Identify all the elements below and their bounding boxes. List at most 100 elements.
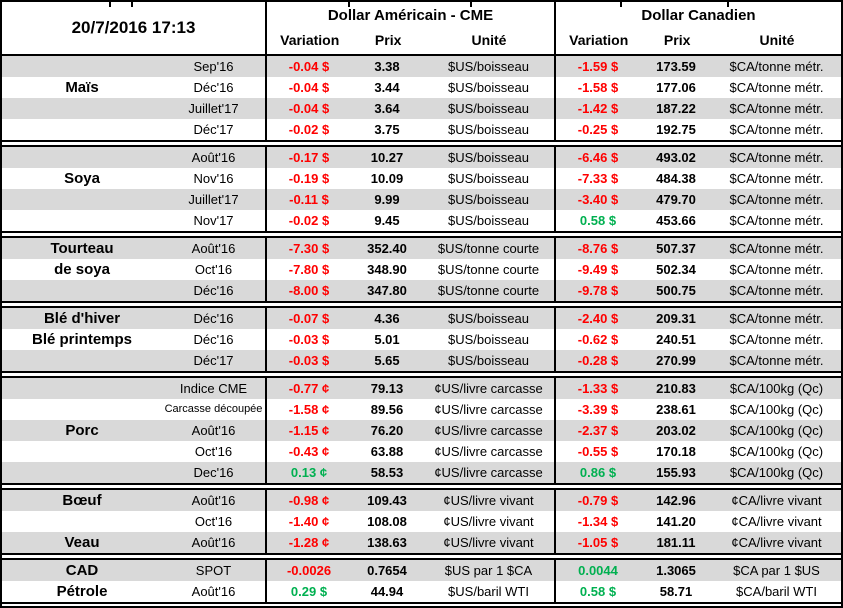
- ca-dollar-section-header: Dollar Canadien Variation Prix Unité: [554, 2, 841, 54]
- contract-month: Août'16: [191, 493, 236, 508]
- ca-price: 1.3065: [656, 563, 696, 578]
- ca-price: 187.22: [656, 101, 696, 116]
- contract-month: Déc'17: [193, 122, 234, 137]
- contract-month: Juillet'17: [188, 101, 239, 116]
- us-unit: $US par 1 $CA: [444, 563, 533, 578]
- us-variation: 0.29 $: [265, 581, 351, 602]
- table-row: Porc Août'16 -1.15 ¢ 76.20 ¢US/livre carcass…: [2, 420, 841, 441]
- ca-price: 238.61: [656, 402, 696, 417]
- ca-unit: $CA/baril WTI: [736, 584, 817, 599]
- table-row: Blé printemps Déc'16 -0.03 $ 5.01 $US/boisse…: [2, 329, 841, 350]
- commodity-group: Indice CME -0.77 ¢ 79.13 ¢US/livre carcasse…: [2, 376, 841, 485]
- us-unit: ¢US/livre vivant: [443, 514, 534, 529]
- ca-unit: $CA/tonne métr.: [729, 241, 824, 256]
- us-price: 63.88: [370, 444, 404, 459]
- commodity-label: [2, 350, 162, 371]
- us-unit: ¢US/livre carcasse: [434, 444, 543, 459]
- us-variation: -0.02 $: [265, 119, 351, 140]
- ca-price: 500.75: [656, 283, 696, 298]
- us-section-title: Dollar Américain - CME: [327, 7, 494, 24]
- ca-unit: $CA/tonne métr.: [729, 311, 824, 326]
- us-price: 44.94: [370, 584, 404, 599]
- us-price: 3.75: [374, 122, 400, 137]
- us-price: 109.43: [367, 493, 407, 508]
- ca-price: 507.37: [656, 241, 696, 256]
- table-row: CAD SPOT -0.0026 0.7654 $US par 1 $CA 0.0044 1…: [2, 560, 841, 581]
- contract-month: Nov'16: [193, 171, 234, 186]
- us-variation: 0.13 ¢: [265, 462, 351, 483]
- ca-variation: -1.42 $: [554, 98, 640, 119]
- contract-month: Août'16: [191, 423, 236, 438]
- contract-month: Déc'17: [193, 353, 234, 368]
- ca-variation: -8.76 $: [554, 238, 640, 259]
- ca-unit: $CA/100kg (Qc): [729, 402, 824, 417]
- ca-variation: -2.40 $: [554, 308, 640, 329]
- us-dollar-section-header: Dollar Américain - CME Variation Prix Un…: [265, 2, 554, 54]
- contract-month: Août'16: [191, 584, 236, 599]
- us-variation: -0.04 $: [265, 77, 351, 98]
- us-unit: ¢US/livre carcasse: [434, 381, 543, 396]
- ca-price: 270.99: [656, 353, 696, 368]
- contract-month: Déc'16: [193, 311, 234, 326]
- contract-month: Dec'16: [193, 465, 234, 480]
- us-variation: -0.98 ¢: [265, 490, 351, 511]
- us-price: 352.40: [367, 241, 407, 256]
- commodity-label: [2, 98, 162, 119]
- us-unit: $US/boisseau: [448, 213, 529, 228]
- ca-price: 502.34: [656, 262, 696, 277]
- ca-price: 181.11: [656, 535, 696, 550]
- ca-column-headers: Variation Prix Unité: [556, 28, 841, 54]
- commodity-label: Pétrole: [56, 583, 108, 600]
- us-unit: $US/tonne courte: [437, 241, 540, 256]
- us-unit: $US/boisseau: [448, 150, 529, 165]
- us-unit: ¢US/livre carcasse: [434, 465, 543, 480]
- commodity-group: Sep'16 -0.04 $ 3.38 $US/boisseau -1.59 $ 173.…: [2, 54, 841, 142]
- commodity-label: Veau: [64, 534, 100, 551]
- table-row: Dec'16 0.13 ¢ 58.53 ¢US/livre carcasse 0.86 …: [2, 462, 841, 483]
- us-prix-header: Prix: [374, 32, 402, 48]
- ca-variation: -0.55 $: [554, 441, 640, 462]
- commodity-label: Porc: [65, 422, 99, 439]
- contract-month: Déc'16: [193, 80, 234, 95]
- us-price: 89.56: [370, 402, 404, 417]
- commodity-label: [2, 56, 162, 77]
- column-tick: [470, 2, 472, 7]
- commodity-group: Bœuf Août'16 -0.98 ¢ 109.43 ¢US/livre vivant…: [2, 488, 841, 555]
- ca-unit: ¢CA/livre vivant: [731, 514, 822, 529]
- us-price: 4.36: [374, 311, 400, 326]
- us-unit: ¢US/livre vivant: [443, 493, 534, 508]
- table-row: Sep'16 -0.04 $ 3.38 $US/boisseau -1.59 $ 173.…: [2, 56, 841, 77]
- commodity-label: [2, 511, 162, 532]
- table-row: Tourteau Août'16 -7.30 $ 352.40 $US/tonne co…: [2, 238, 841, 259]
- table-row: Juillet'17 -0.11 $ 9.99 $US/boisseau -3.40 $…: [2, 189, 841, 210]
- us-variation: -1.58 ¢: [265, 399, 351, 420]
- ca-price: 192.75: [656, 122, 696, 137]
- ca-variation: -1.33 $: [554, 378, 640, 399]
- ca-unit: $CA/100kg (Qc): [729, 423, 824, 438]
- contract-month: Déc'16: [193, 332, 234, 347]
- ca-price: 58.71: [659, 584, 693, 599]
- ca-price: 170.18: [656, 444, 696, 459]
- us-price: 108.08: [367, 514, 407, 529]
- ca-variation: -9.78 $: [554, 280, 640, 301]
- ca-prix-header: Prix: [663, 32, 691, 48]
- contract-month: Déc'16: [193, 283, 234, 298]
- us-price: 347.80: [367, 283, 407, 298]
- commodity-label: [2, 189, 162, 210]
- us-price: 58.53: [370, 465, 404, 480]
- commodity-label: CAD: [65, 562, 99, 579]
- us-unit: $US/boisseau: [448, 171, 529, 186]
- ca-variation: -0.62 $: [554, 329, 640, 350]
- table-row: Bœuf Août'16 -0.98 ¢ 109.43 ¢US/livre vivant…: [2, 490, 841, 511]
- us-variation: -0.03 $: [265, 350, 351, 371]
- contract-month: Oct'16: [194, 262, 233, 277]
- column-tick: [348, 2, 350, 7]
- ca-unit: ¢CA/livre vivant: [731, 535, 822, 550]
- us-price: 79.13: [370, 381, 404, 396]
- commodity-label: [2, 280, 162, 301]
- table-row: Carcasse découpée -1.58 ¢ 89.56 ¢US/livre c…: [2, 399, 841, 420]
- column-tick: [620, 2, 622, 7]
- contract-month: Août'16: [191, 150, 236, 165]
- ca-price: 453.66: [656, 213, 696, 228]
